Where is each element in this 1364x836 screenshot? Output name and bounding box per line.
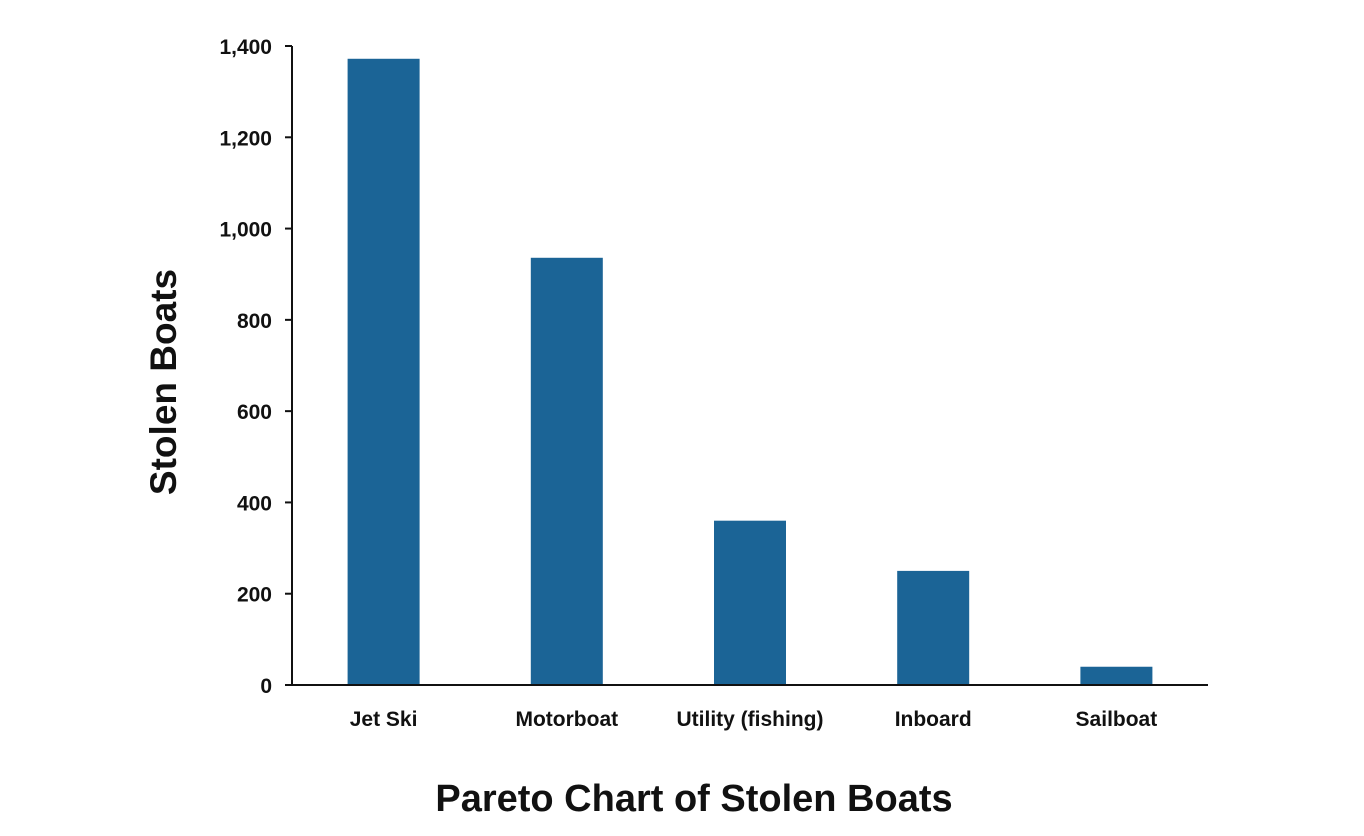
y-tick-label: 1,000	[219, 219, 272, 242]
y-axis-title: Stolen Boats	[143, 269, 184, 495]
y-tick-label: 200	[237, 584, 272, 607]
y-tick-label: 600	[237, 401, 272, 424]
bar-sailboat	[1080, 666, 1153, 685]
y-tick-label: 400	[237, 492, 272, 515]
bars-group	[347, 58, 1153, 685]
y-tick-label: 800	[237, 310, 272, 333]
y-axis-ticks: 0 200 400 600 800 1,000 1,200 1,400	[219, 36, 292, 698]
bar-jet-ski	[347, 58, 420, 685]
x-category-label: Motorboat	[515, 708, 618, 731]
x-category-label: Inboard	[895, 708, 972, 731]
x-category-label: Jet Ski	[350, 708, 418, 731]
x-category-label: Sailboat	[1076, 708, 1158, 731]
x-axis-labels: Jet Ski Motorboat Utility (fishing) Inboard…	[350, 708, 1158, 731]
y-tick-label: 1,400	[219, 36, 272, 59]
y-tick-label: 1,200	[219, 127, 272, 150]
x-category-label: Utility (fishing)	[677, 708, 824, 731]
bar-utility-fishing	[714, 520, 786, 685]
y-tick-label: 0	[260, 675, 272, 698]
chart-title: Pareto Chart of Stolen Boats	[435, 778, 952, 820]
bar-motorboat	[530, 257, 603, 685]
bar-inboard	[897, 570, 970, 685]
